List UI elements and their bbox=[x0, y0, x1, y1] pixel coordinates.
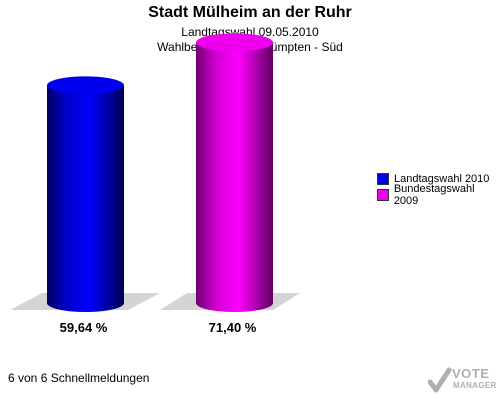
bar-value-label: 59,64 % bbox=[60, 320, 108, 335]
bar-1 bbox=[47, 85, 124, 313]
bar-1-top bbox=[47, 76, 124, 95]
bar-2-top bbox=[196, 33, 273, 52]
logo-text-vote: VOTE bbox=[452, 366, 490, 381]
legend-item: Bundestagswahl 2009 bbox=[377, 183, 500, 207]
legend-swatch bbox=[377, 189, 389, 201]
checkmark-logo-icon bbox=[428, 367, 452, 393]
logo-text-manager: MANAGER bbox=[453, 381, 497, 390]
legend-item: Landtagswahl 2010 bbox=[377, 171, 500, 187]
vote-manager-logo: VOTE MANAGER bbox=[428, 363, 496, 397]
legend-label: Landtagswahl 2010 bbox=[394, 173, 490, 185]
bar-value-label: 71,40 % bbox=[209, 320, 257, 335]
chart-title: Stadt Mülheim an der Ruhr bbox=[148, 4, 352, 21]
bar-2 bbox=[196, 42, 273, 312]
legend-label: Bundestagswahl 2009 bbox=[393, 183, 475, 207]
footer-status: 6 von 6 Schnellmeldungen bbox=[8, 371, 150, 385]
legend: Landtagswahl 2010 Bundestagswahl 2009 bbox=[377, 171, 500, 207]
legend-swatch bbox=[377, 173, 389, 185]
